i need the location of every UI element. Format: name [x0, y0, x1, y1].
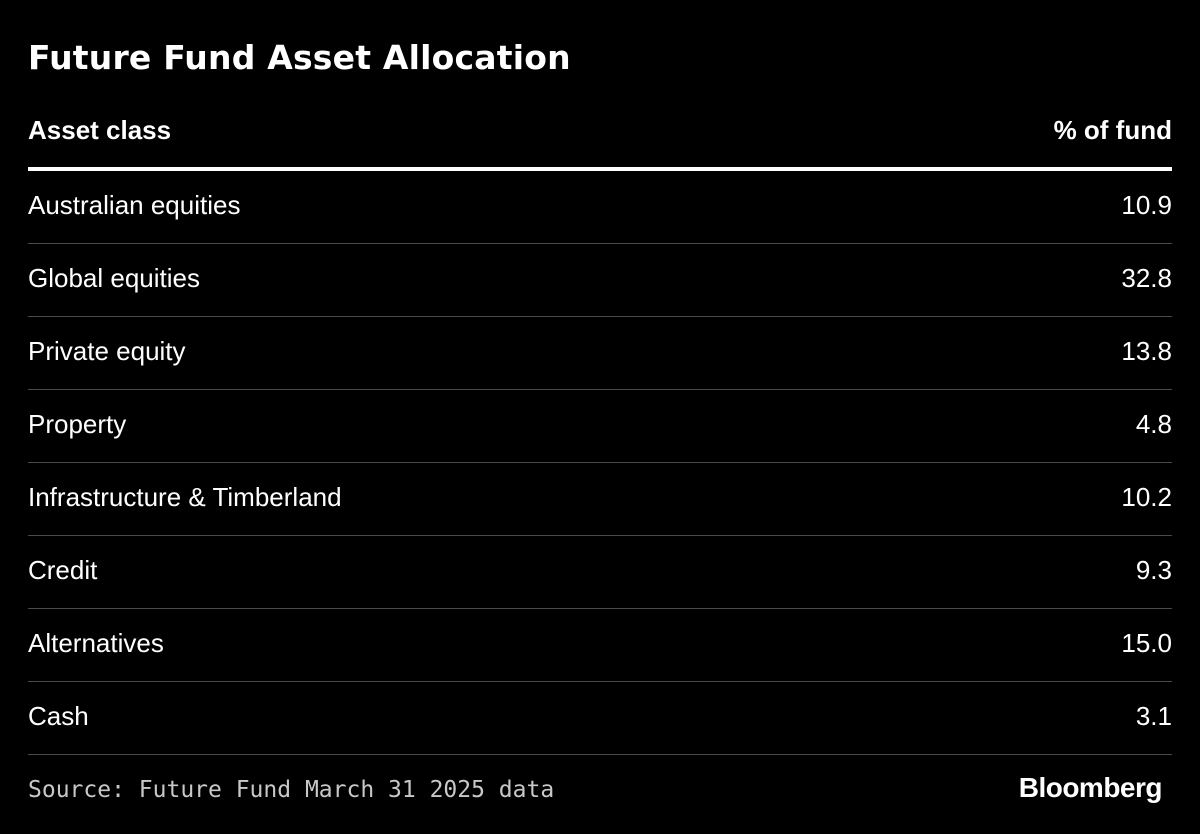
- asset-class-label: Global equities: [28, 263, 200, 293]
- percent-of-fund-value: 10.2: [1121, 482, 1172, 512]
- percent-of-fund-value: 15.0: [1121, 628, 1172, 658]
- percent-of-fund-value: 32.8: [1121, 263, 1172, 293]
- chart-title: Future Fund Asset Allocation: [28, 38, 571, 77]
- table-header-row: Asset class % of fund: [28, 112, 1172, 148]
- table-row: Property 4.8: [28, 390, 1172, 463]
- source-note: Source: Future Fund March 31 2025 data: [28, 777, 555, 803]
- table-row: Australian equities 10.9: [28, 171, 1172, 244]
- asset-class-label: Alternatives: [28, 628, 164, 658]
- table-body: Australian equities 10.9 Global equities 32…: [28, 171, 1172, 755]
- column-header-asset-class: Asset class: [28, 115, 172, 145]
- percent-of-fund-value: 3.1: [1135, 701, 1172, 731]
- header-divider: [28, 167, 1172, 171]
- table-row: Cash 3.1: [28, 682, 1172, 755]
- table-row: Credit 9.3: [28, 536, 1172, 609]
- bloomberg-logo: Bloomberg: [1018, 772, 1163, 803]
- table-row: Private equity 13.8: [28, 317, 1172, 390]
- asset-class-label: Infrastructure & Timberland: [28, 482, 342, 512]
- asset-class-label: Australian equities: [28, 190, 241, 220]
- percent-of-fund-value: 9.3: [1135, 555, 1172, 585]
- asset-class-label: Credit: [28, 555, 98, 585]
- column-header-percent-of-fund: % of fund: [1053, 115, 1172, 145]
- table-row: Infrastructure & Timberland 10.2: [28, 463, 1172, 536]
- percent-of-fund-value: 4.8: [1135, 409, 1172, 439]
- percent-of-fund-value: 10.9: [1121, 190, 1172, 220]
- asset-class-label: Property: [28, 409, 127, 439]
- percent-of-fund-value: 13.8: [1121, 336, 1172, 366]
- asset-class-label: Private equity: [28, 336, 186, 366]
- table-row: Alternatives 15.0: [28, 609, 1172, 682]
- table-row: Global equities 32.8: [28, 244, 1172, 317]
- asset-class-label: Cash: [28, 701, 89, 731]
